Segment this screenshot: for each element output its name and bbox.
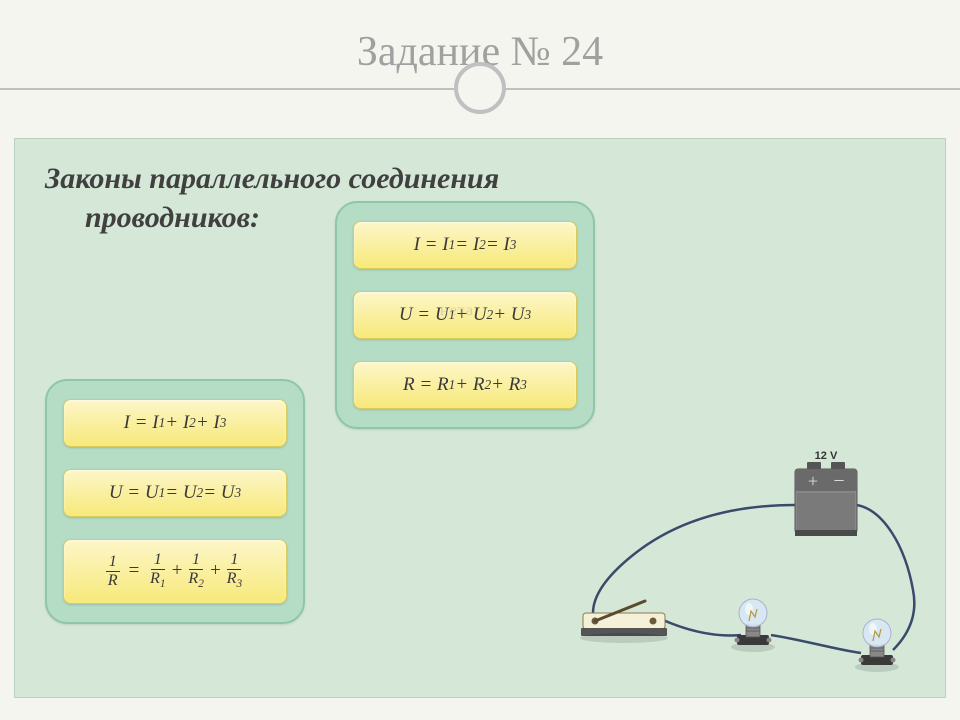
- title-area: Задание № 24: [0, 0, 960, 90]
- wire: [663, 620, 741, 635]
- title-circle-ornament: [454, 62, 506, 114]
- wire: [771, 635, 861, 653]
- law-heading-line1: Законы параллельного соединения: [45, 162, 499, 195]
- formula-series-current: I = I1 = I2 = I3: [353, 221, 577, 269]
- bulb-2: [855, 619, 899, 672]
- battery-label: 12 V: [815, 450, 838, 462]
- watermark: нета: [440, 302, 474, 320]
- bulb-1: [731, 599, 775, 652]
- formula-parallel-resistance: 1R = 1R1 + 1R2 + 1R3: [63, 539, 287, 604]
- formula-series-resistance: R = R1 + R2 + R3: [353, 361, 577, 409]
- plus-icon: +: [808, 471, 818, 491]
- formula-box-parallel: I = I1 + I2 + I3 U = U1 = U2 = U3 1R = 1…: [45, 379, 305, 624]
- circuit-diagram: 12 V + −: [563, 435, 933, 685]
- content-panel: Законы параллельного соединения проводни…: [14, 138, 946, 698]
- wire: [593, 505, 795, 613]
- battery: 12 V + −: [795, 450, 857, 536]
- formula-parallel-voltage: U = U1 = U2 = U3: [63, 469, 287, 517]
- title-line: [0, 88, 960, 90]
- formula-parallel-current: I = I1 + I2 + I3: [63, 399, 287, 447]
- formula-box-series: I = I1 = I2 = I3 U = U1 + U2 + U3 нета R…: [335, 201, 595, 429]
- minus-icon: −: [833, 470, 844, 492]
- formula-series-voltage: U = U1 + U2 + U3 нета: [353, 291, 577, 339]
